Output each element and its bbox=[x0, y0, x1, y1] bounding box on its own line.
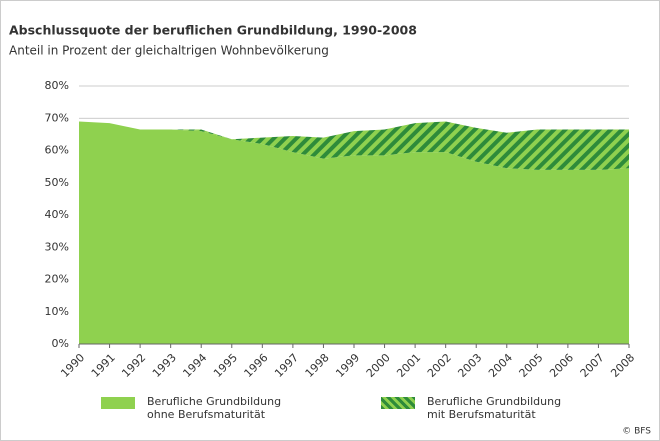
x-tick-label: 2001 bbox=[394, 351, 423, 380]
legend-swatch bbox=[101, 397, 135, 409]
x-tick-label: 1996 bbox=[242, 351, 271, 380]
x-tick-label: 1997 bbox=[272, 351, 301, 380]
y-tick-label: 0% bbox=[52, 337, 69, 350]
x-tick-label: 1995 bbox=[211, 351, 240, 380]
x-tick-label: 2000 bbox=[364, 351, 393, 380]
x-tick-label: 2005 bbox=[517, 351, 546, 380]
area bbox=[79, 121, 629, 344]
y-tick-label: 50% bbox=[45, 176, 69, 189]
chart-title: Abschlussquote der beruflichen Grundbild… bbox=[9, 23, 417, 38]
source: © BFS bbox=[622, 427, 651, 437]
x-tick-label: 2006 bbox=[547, 351, 576, 380]
x-tick-label: 1991 bbox=[89, 351, 118, 380]
x-tick-label: 1990 bbox=[58, 351, 87, 380]
y-tick-label: 70% bbox=[45, 111, 69, 124]
x-tick-label: 1993 bbox=[150, 351, 179, 380]
x-tick-label: 2003 bbox=[455, 351, 484, 380]
y-tick-label: 10% bbox=[45, 305, 69, 318]
y-tick-label: 60% bbox=[45, 144, 69, 157]
y-tick-label: 20% bbox=[45, 273, 69, 286]
x-tick-label: 2007 bbox=[578, 351, 607, 380]
y-tick-label: 40% bbox=[45, 208, 69, 221]
x-tick-label: 1998 bbox=[303, 351, 332, 380]
x-tick-label: 1999 bbox=[333, 351, 362, 380]
x-tick-label: 2004 bbox=[486, 351, 515, 380]
x-tick-label: 1994 bbox=[180, 351, 209, 380]
x-tick-label: 2008 bbox=[608, 351, 637, 380]
x-tick-label: 2002 bbox=[425, 351, 454, 380]
area bbox=[79, 121, 629, 170]
legend-swatch bbox=[381, 397, 415, 409]
legend-label: Berufliche Grundbildung ohne Berufsmatur… bbox=[147, 395, 282, 421]
x-tick-label: 1992 bbox=[119, 351, 148, 380]
y-tick-label: 80% bbox=[45, 79, 69, 92]
legend-label: Berufliche Grundbildung mit Berufsmaturi… bbox=[427, 395, 562, 421]
y-tick-label: 30% bbox=[45, 240, 69, 253]
chart-subtitle: Anteil in Prozent der gleichaltrigen Woh… bbox=[9, 44, 329, 58]
